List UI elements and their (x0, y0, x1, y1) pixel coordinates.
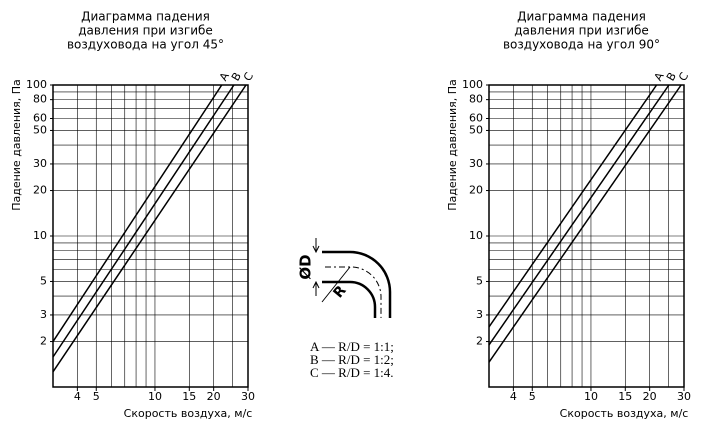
series-line (488, 84, 682, 363)
y-tick-label: 30 (469, 157, 483, 170)
y-tick-label: 20 (469, 184, 483, 197)
y-tick-label: 80 (469, 93, 483, 106)
y-tick-label: 5 (476, 274, 483, 287)
y-axis-label: Падение давления, Па (446, 79, 459, 211)
y-tick-label: 10 (469, 229, 483, 242)
x-tick-label: 5 (529, 390, 536, 403)
y-tick-label: 50 (469, 123, 483, 136)
y-tick-label: 2 (476, 335, 483, 348)
x-tick-label: 10 (148, 390, 162, 403)
x-tick-label: 10 (584, 390, 598, 403)
legend-text: B — R/D = 1:2; (310, 352, 394, 367)
series-line (488, 84, 658, 328)
series-line (52, 84, 223, 342)
y-tick-label: 3 (40, 308, 47, 321)
y-tick-label: 100 (26, 78, 47, 91)
y-axis-label: Падение давления, Па (10, 79, 23, 211)
chart-title: воздуховода на угол 90° (503, 38, 660, 52)
x-tick-label: 5 (93, 390, 100, 403)
chart-title: Диаграмма падения (517, 10, 646, 24)
y-tick-label: 60 (469, 111, 483, 124)
y-tick-label: 50 (33, 123, 47, 136)
y-tick-label: 5 (40, 274, 47, 287)
x-tick-label: 15 (618, 390, 632, 403)
x-axis-label: Скорость воздуха, м/с (124, 407, 253, 420)
legend-text: C — R/D = 1:4. (310, 365, 394, 380)
legend-text: A — R/D = 1:1; (310, 339, 394, 354)
diameter-label: ØD (297, 254, 315, 279)
x-tick-label: 30 (677, 390, 691, 403)
series-line (52, 84, 247, 373)
x-tick-label: 30 (241, 390, 255, 403)
series-line (52, 84, 235, 358)
x-tick-label: 4 (74, 390, 81, 403)
y-tick-label: 2 (40, 335, 47, 348)
y-tick-label: 80 (33, 93, 47, 106)
chart-title: давления при изгибе (514, 24, 649, 38)
y-tick-label: 60 (33, 111, 47, 124)
x-tick-label: 20 (643, 390, 657, 403)
y-tick-label: 100 (462, 78, 483, 91)
chart-title: Диаграмма падения (81, 10, 210, 24)
y-tick-label: 30 (33, 157, 47, 170)
x-axis-label: Скорость воздуха, м/с (560, 407, 689, 420)
legend-entry: C (676, 70, 691, 83)
chart-title: давления при изгибе (78, 24, 213, 38)
radius-label: R (330, 283, 349, 302)
legend-entry: C (241, 70, 256, 83)
series-line (488, 84, 670, 346)
y-tick-label: 10 (33, 229, 47, 242)
y-tick-label: 3 (476, 308, 483, 321)
y-tick-label: 20 (33, 184, 47, 197)
chart-title: воздуховода на угол 45° (67, 38, 224, 52)
x-tick-label: 4 (510, 390, 517, 403)
x-tick-label: 20 (207, 390, 221, 403)
x-tick-label: 15 (182, 390, 196, 403)
bend-diagram (312, 238, 392, 318)
